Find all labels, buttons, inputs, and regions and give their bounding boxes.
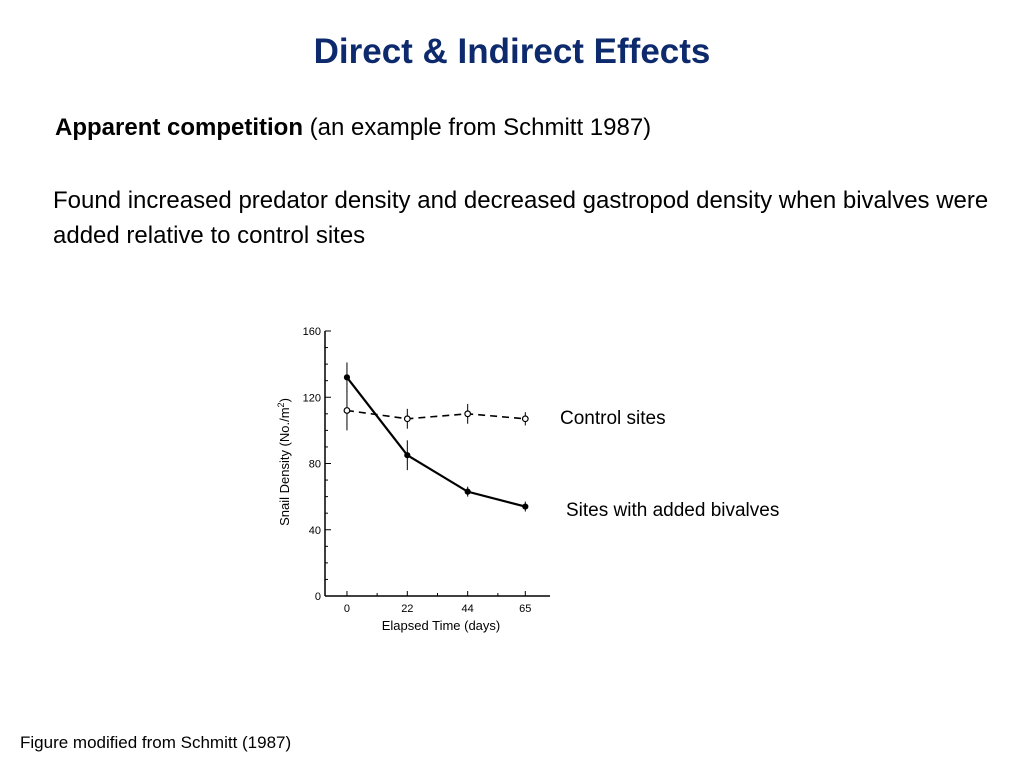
subtitle-bold-term: Apparent competition: [55, 114, 303, 141]
data-point-treatment: [344, 375, 349, 380]
axes-layer: 0 40 80 120 160 0 22 44 65: [303, 326, 550, 615]
series-line-treatment: [347, 377, 525, 506]
slide-title: Direct & Indirect Effects: [0, 32, 1024, 72]
data-point-control: [405, 416, 411, 422]
y-axis-label-close: ): [277, 398, 292, 402]
control-sites-label: Control sites: [560, 408, 666, 430]
subtitle-citation: (an example from Schmitt 1987): [303, 114, 651, 141]
data-point-treatment: [523, 504, 528, 509]
snail-density-chart: 0 40 80 120 160 0 22 44 65 Elapsed Time (days) S…: [260, 310, 570, 640]
x-tick-label: 65: [519, 603, 531, 615]
y-tick-label: 80: [309, 459, 321, 471]
data-point-control: [344, 408, 350, 414]
y-tick-label: 40: [309, 525, 321, 537]
slide-body-text: Found increased predator density and dec…: [53, 183, 1003, 253]
y-axis-label: Snail Density (No./m2): [276, 398, 292, 526]
series-layer: [344, 362, 528, 511]
figure-caption: Figure modified from Schmitt (1987): [20, 733, 291, 753]
slide-subtitle: Apparent competition (an example from Sc…: [55, 114, 651, 142]
y-tick-label: 0: [315, 591, 321, 603]
x-axis-label: Elapsed Time (days): [382, 618, 501, 633]
x-tick-label: 22: [401, 603, 413, 615]
data-point-treatment: [405, 453, 410, 458]
data-point-control: [523, 416, 529, 422]
x-tick-label: 44: [462, 603, 474, 615]
chart-svg: 0 40 80 120 160 0 22 44 65 Elapsed Time (days) S…: [260, 310, 570, 640]
data-point-control: [465, 411, 471, 417]
y-tick-label: 160: [303, 326, 321, 338]
y-tick-label: 120: [303, 392, 321, 404]
data-point-treatment: [465, 489, 470, 494]
added-bivalves-label: Sites with added bivalves: [566, 500, 779, 522]
x-tick-label: 0: [344, 603, 350, 615]
y-axis-label-main: Snail Density (No./m: [277, 407, 292, 525]
